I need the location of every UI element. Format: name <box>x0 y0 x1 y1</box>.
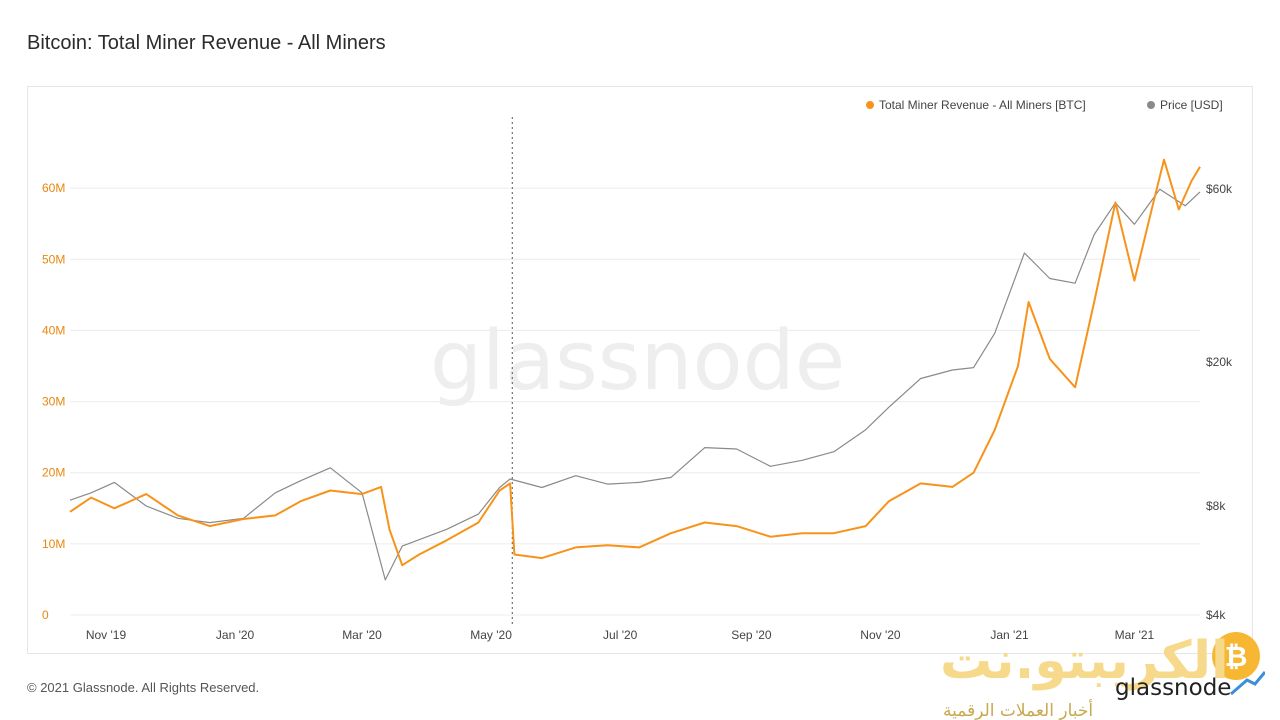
legend-label-price: Price [USD] <box>1160 98 1223 112</box>
x-axis-tick-label: Nov '20 <box>860 628 901 642</box>
copyright-footer: © 2021 Glassnode. All Rights Reserved. <box>27 680 260 695</box>
series-lines <box>69 158 1201 581</box>
legend-dot-price <box>1147 101 1155 109</box>
miner-revenue-line <box>69 158 1201 567</box>
left-axis-tick-label: 50M <box>42 252 65 266</box>
right-axis-tick-label: $20k <box>1206 355 1233 369</box>
left-axis-tick-label: 60M <box>42 181 65 195</box>
gridlines <box>70 187 1200 616</box>
chart-area: glassnode 0 10M 20M 30M 40M 50M 60M $4k $8k $20k… <box>42 98 1233 642</box>
legend-label-miner-revenue: Total Miner Revenue - All Miners [BTC] <box>879 98 1086 112</box>
price-line <box>69 188 1201 581</box>
brand-overlay-logo: ₿ الكريبتو.نت glassnode أخبار العملات ال… <box>940 631 1265 720</box>
x-axis-tick-label: Mar '20 <box>342 628 382 642</box>
left-axis-ticks: 0 10M 20M 30M 40M 50M 60M <box>42 181 65 622</box>
watermark-text: glassnode <box>430 314 845 409</box>
x-axis-tick-label: May '20 <box>470 628 512 642</box>
left-axis-tick-label: 20M <box>42 466 65 480</box>
left-axis-tick-label: 30M <box>42 395 65 409</box>
right-axis-tick-label: $8k <box>1206 499 1226 513</box>
right-axis-ticks: $4k $8k $20k $60k <box>1206 182 1233 622</box>
left-axis-tick-label: 40M <box>42 323 65 337</box>
right-axis-tick-label: $4k <box>1206 608 1226 622</box>
chart-legend[interactable]: Total Miner Revenue - All Miners [BTC] Pr… <box>866 98 1223 112</box>
arabic-brand-tagline: أخبار العملات الرقمية <box>943 699 1093 720</box>
x-axis-ticks: Nov '19 Jan '20 Mar '20 May '20 Jul '20 Sep '… <box>86 628 1155 642</box>
chart-panel: glassnode 0 10M 20M 30M 40M 50M 60M $4k $8k $20k… <box>27 86 1253 654</box>
chart-title: Bitcoin: Total Miner Revenue - All Miner… <box>27 32 386 54</box>
glassnode-brand-text: glassnode <box>1115 675 1231 701</box>
legend-dot-miner-revenue <box>866 101 874 109</box>
x-axis-tick-label: Jan '20 <box>216 628 255 642</box>
x-axis-tick-label: Sep '20 <box>731 628 772 642</box>
x-axis-tick-label: Jul '20 <box>603 628 638 642</box>
left-axis-tick-label: 0 <box>42 608 49 622</box>
right-axis-tick-label: $60k <box>1206 182 1233 196</box>
left-axis-tick-label: 10M <box>42 537 65 551</box>
x-axis-tick-label: Jan '21 <box>990 628 1029 642</box>
x-axis-tick-label: Nov '19 <box>86 628 127 642</box>
x-axis-tick-label: Mar '21 <box>1115 628 1155 642</box>
arabic-brand-name: الكريبتو.نت <box>940 631 1229 691</box>
bitcoin-coin-icon <box>1212 632 1260 680</box>
bitcoin-symbol-icon: ₿ <box>1225 640 1248 673</box>
trend-arrow-icon <box>1230 671 1265 696</box>
